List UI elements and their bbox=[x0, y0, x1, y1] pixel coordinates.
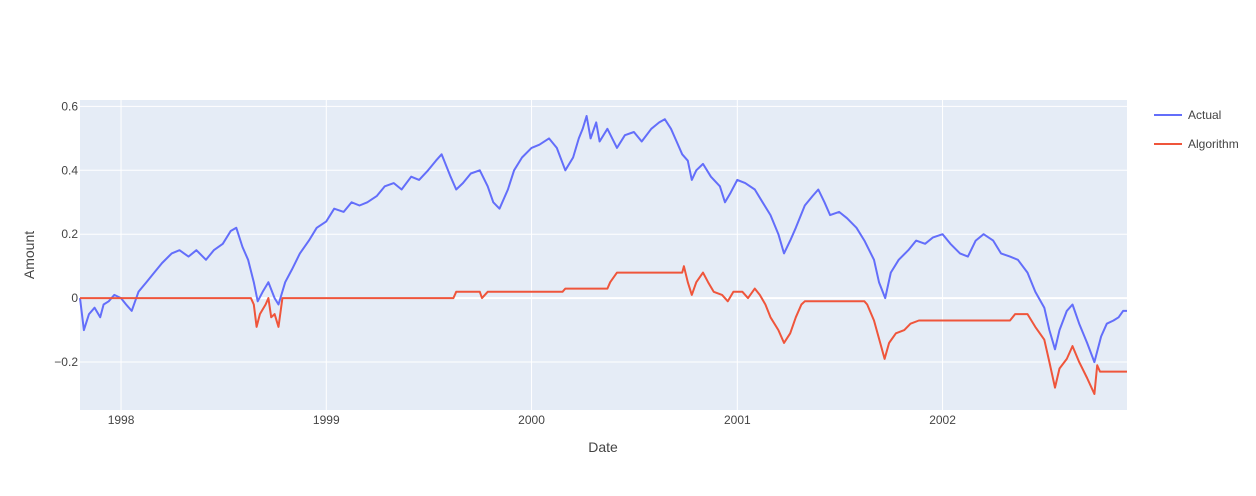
legend-label: Actual bbox=[1188, 108, 1221, 122]
y-tick-label: 0.2 bbox=[61, 227, 78, 241]
x-tick-label: 2002 bbox=[929, 413, 956, 427]
x-tick-label: 1998 bbox=[108, 413, 135, 427]
legend-label: Algorithm bbox=[1188, 137, 1239, 151]
y-tick-label: 0.6 bbox=[61, 99, 78, 113]
x-tick-label: 2001 bbox=[724, 413, 751, 427]
y-axis-title: Amount bbox=[21, 231, 37, 279]
series-line-actual bbox=[79, 115, 1127, 364]
y-tick-label: −0.2 bbox=[54, 355, 78, 369]
legend-item-algorithm[interactable]: Algorithm bbox=[1154, 137, 1239, 151]
series-lines bbox=[79, 115, 1127, 395]
plot-background bbox=[80, 100, 1127, 410]
x-axis-title: Date bbox=[588, 439, 618, 455]
x-tick-label: 1999 bbox=[313, 413, 340, 427]
tick-labels: 0.6 0.4 0.2 0 −0.2 1998 1999 2000 2001 2002 bbox=[54, 99, 956, 427]
y-tick-label: 0 bbox=[71, 291, 78, 305]
legend: Actual Algorithm bbox=[1154, 108, 1239, 151]
series-line-algorithm bbox=[80, 265, 1127, 395]
y-tick-label: 0.4 bbox=[61, 163, 78, 177]
grid-lines bbox=[80, 100, 1127, 410]
legend-item-actual[interactable]: Actual bbox=[1154, 108, 1221, 122]
x-tick-label: 2000 bbox=[518, 413, 545, 427]
